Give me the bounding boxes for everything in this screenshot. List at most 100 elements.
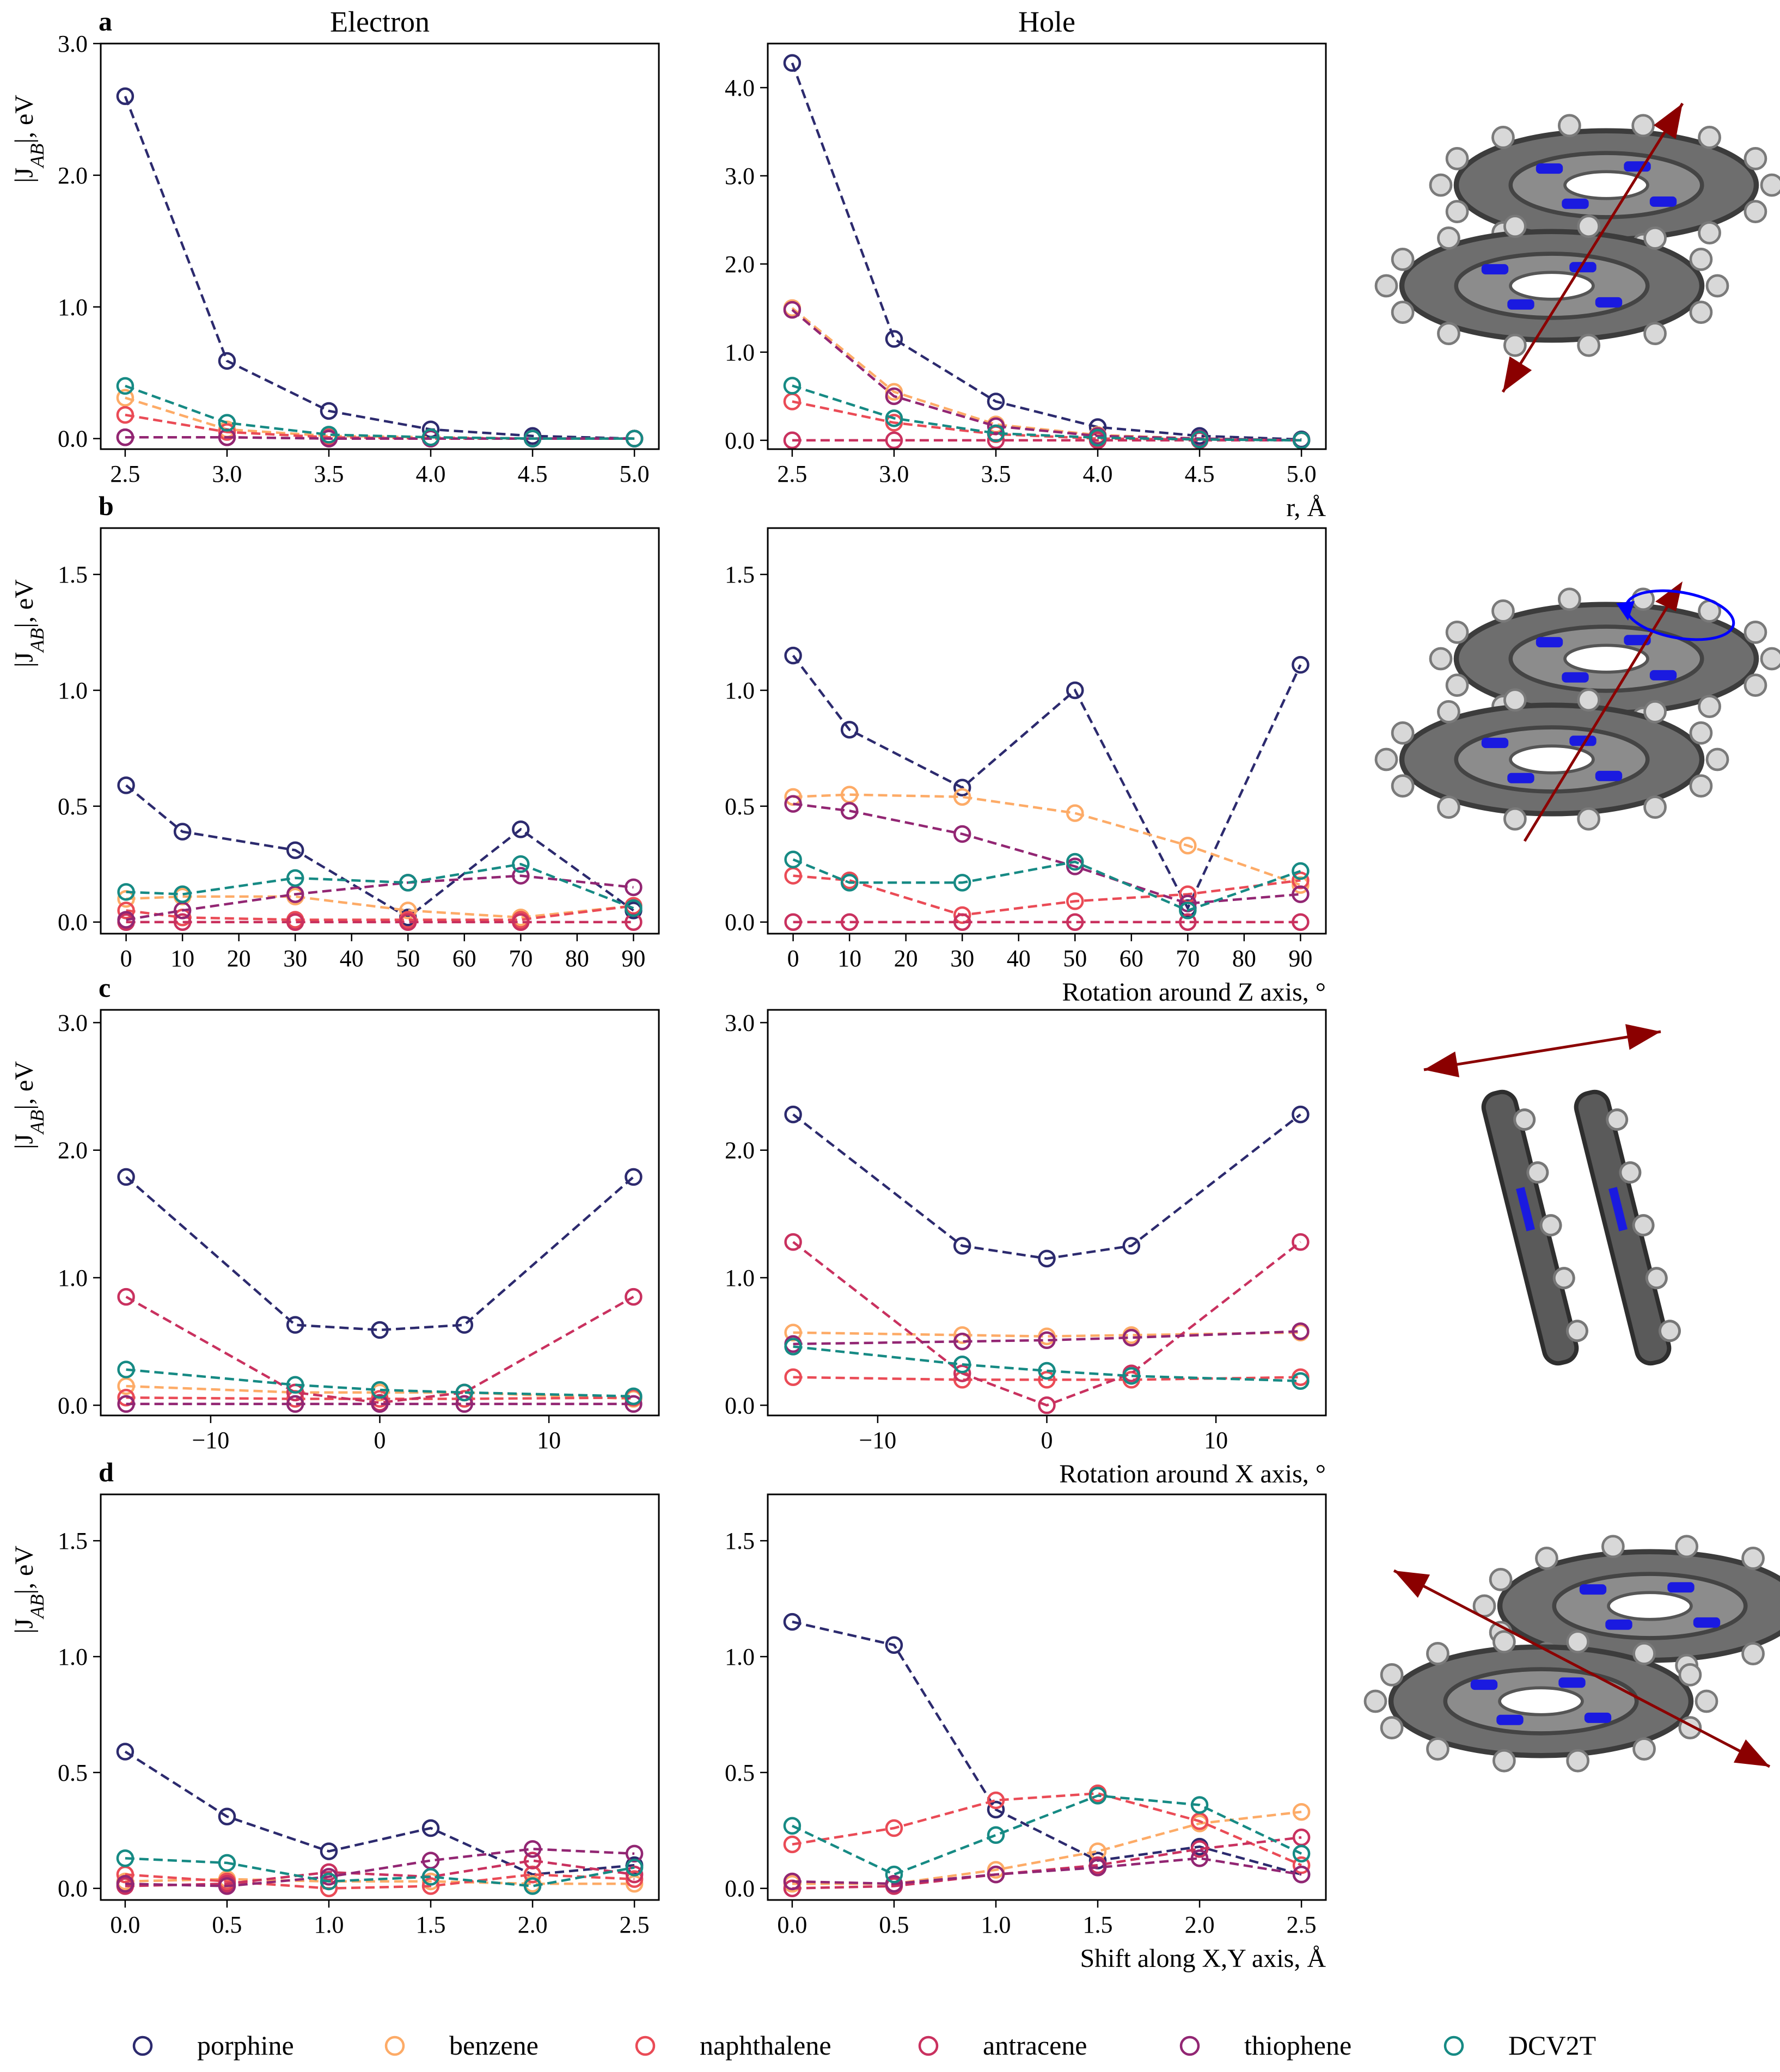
data-point-DCV2T bbox=[840, 874, 859, 892]
chart-b-hole: 0 10 20 30 40 50 60 70 80 90 0.0 0.5 1.0 1.5 Rotation … bbox=[725, 527, 1327, 1007]
hydrogen-atom bbox=[1445, 620, 1469, 644]
data-point-porphine bbox=[885, 1636, 903, 1654]
series-porphine bbox=[784, 646, 1310, 917]
hydrogen-atom bbox=[1429, 173, 1453, 197]
data-point-thiophene bbox=[625, 878, 643, 897]
data-point-thiophene bbox=[625, 1395, 643, 1413]
nitrogen-atom bbox=[1481, 738, 1509, 749]
hydrogen-atom bbox=[1698, 221, 1721, 245]
hydrogen-atom bbox=[1698, 695, 1721, 719]
data-point-thiophene bbox=[987, 417, 1005, 436]
x-tick-label: 2.5 bbox=[110, 461, 140, 487]
data-point-naphthalene bbox=[455, 1390, 474, 1408]
series-DCV2T bbox=[784, 1338, 1310, 1390]
data-point-thiophene bbox=[320, 1868, 338, 1886]
hydrogen-atom bbox=[1445, 673, 1469, 697]
hydrogen-atom bbox=[1705, 274, 1729, 298]
porphine-core bbox=[1607, 1591, 1693, 1621]
hydrogen-atom bbox=[1577, 333, 1601, 357]
data-point-DCV2T bbox=[371, 1381, 389, 1399]
data-point-DCV2T bbox=[1122, 1367, 1141, 1385]
data-point-naphthalene bbox=[953, 906, 971, 924]
y-tick-label: 3.0 bbox=[58, 30, 88, 57]
porphine-core bbox=[1498, 1686, 1584, 1717]
hydrogen-atom bbox=[1503, 333, 1527, 357]
z-axis-arrow-shaft bbox=[1523, 590, 1679, 842]
series-DCV2T bbox=[117, 1360, 643, 1406]
data-point-benzene bbox=[953, 1326, 971, 1344]
data-point-antracene bbox=[953, 1364, 971, 1382]
data-point-naphthalene bbox=[783, 1835, 802, 1854]
data-point-DCV2T bbox=[783, 377, 802, 395]
x-axis-label: Shift along X,Y axis, Å bbox=[1080, 1944, 1326, 1973]
hydrogen-atom bbox=[1689, 721, 1713, 745]
data-point-thiophene bbox=[784, 795, 802, 813]
data-point-porphine bbox=[117, 776, 135, 794]
x-tick-label: 4.5 bbox=[518, 461, 548, 487]
chart-title: Hole bbox=[1018, 5, 1075, 38]
x-axis-label: Rotation around Z axis, ° bbox=[1062, 978, 1326, 1007]
data-point-porphine bbox=[840, 721, 859, 739]
data-point-antracene bbox=[885, 431, 903, 450]
hydrogen-atom bbox=[1632, 1737, 1656, 1761]
data-point-thiophene bbox=[286, 1395, 304, 1413]
y-axis-label: |JAB|, eV bbox=[10, 1061, 48, 1149]
data-point-thiophene bbox=[117, 1395, 135, 1413]
series-line-antracene bbox=[792, 1241, 1301, 1407]
legend: porphine benzene naphthalene antracene thiop… bbox=[132, 2030, 1596, 2061]
legend-label-naphthalene: naphthalene bbox=[700, 2030, 831, 2061]
data-point-DCV2T bbox=[1292, 1844, 1311, 1863]
data-point-antracene bbox=[320, 1863, 338, 1881]
y-tick-label: 0.0 bbox=[58, 1875, 88, 1902]
y-tick-label: 1.5 bbox=[725, 1528, 755, 1554]
y-axis-label-subscript: AB bbox=[26, 628, 48, 653]
data-point-DCV2T bbox=[987, 424, 1005, 443]
series-line-DCV2T bbox=[791, 1794, 1302, 1876]
chart-b-electron: 0 10 20 30 40 50 60 70 80 90 0.0 0.5 1.0 1.5 |JAB|, eV… bbox=[10, 491, 660, 972]
data-point-thiophene bbox=[116, 1874, 134, 1893]
nitrogen-atom bbox=[1693, 1617, 1721, 1628]
legend-marker-antracene bbox=[918, 2036, 939, 2056]
data-point-naphthalene bbox=[885, 1819, 903, 1837]
data-point-thiophene bbox=[218, 1877, 236, 1895]
data-point-thiophene bbox=[885, 1874, 903, 1893]
series-line-DCV2T bbox=[793, 1345, 1301, 1382]
data-point-thiophene bbox=[1292, 1322, 1310, 1340]
data-point-porphine bbox=[116, 1743, 134, 1761]
data-point-benzene bbox=[117, 1377, 135, 1395]
series-DCV2T bbox=[783, 377, 1311, 450]
series-line-thiophene bbox=[792, 1857, 1302, 1885]
data-point-DCV2T bbox=[625, 430, 644, 447]
series-thiophene bbox=[784, 1322, 1310, 1353]
nitrogen-atom bbox=[1569, 735, 1597, 746]
data-point-antracene bbox=[523, 1852, 542, 1869]
data-point-DCV2T bbox=[1038, 1362, 1056, 1380]
x-tick-label: 10 bbox=[1204, 1427, 1228, 1454]
y-tick-label: 1.0 bbox=[58, 677, 88, 704]
nitrogen-atom bbox=[1507, 299, 1534, 310]
hydrogen-atom bbox=[1760, 647, 1780, 671]
hydrogen-atom bbox=[1675, 1535, 1699, 1559]
x-tick-label: 2.0 bbox=[518, 1911, 548, 1938]
data-point-DCV2T bbox=[218, 1854, 236, 1872]
hydrogen-atom bbox=[1426, 1737, 1449, 1761]
y-tick-label: 2.0 bbox=[725, 251, 755, 278]
hydrogen-atom bbox=[1491, 125, 1515, 149]
hydrogen-atom bbox=[1503, 807, 1527, 831]
data-point-porphine bbox=[218, 352, 236, 370]
y-tick-label: 0.0 bbox=[58, 426, 88, 452]
hydrogen-atom bbox=[1437, 226, 1460, 250]
hydrogen-atom bbox=[1391, 774, 1415, 798]
data-point-DCV2T bbox=[116, 377, 134, 395]
data-point-thiophene bbox=[1122, 1328, 1141, 1347]
hydrogen-atom bbox=[1445, 146, 1469, 170]
hydrogen-atom bbox=[1557, 114, 1581, 138]
series-DCV2T bbox=[116, 377, 644, 447]
series-line-DCV2T bbox=[126, 862, 634, 910]
x-tick-label: −10 bbox=[859, 1427, 896, 1454]
hydrogen-atom bbox=[1492, 1630, 1516, 1654]
data-point-thiophene bbox=[523, 1840, 542, 1858]
nitrogen-atom bbox=[1608, 1187, 1628, 1231]
x-tick-label: 40 bbox=[1007, 945, 1031, 972]
x-tick-label: 20 bbox=[227, 945, 251, 972]
